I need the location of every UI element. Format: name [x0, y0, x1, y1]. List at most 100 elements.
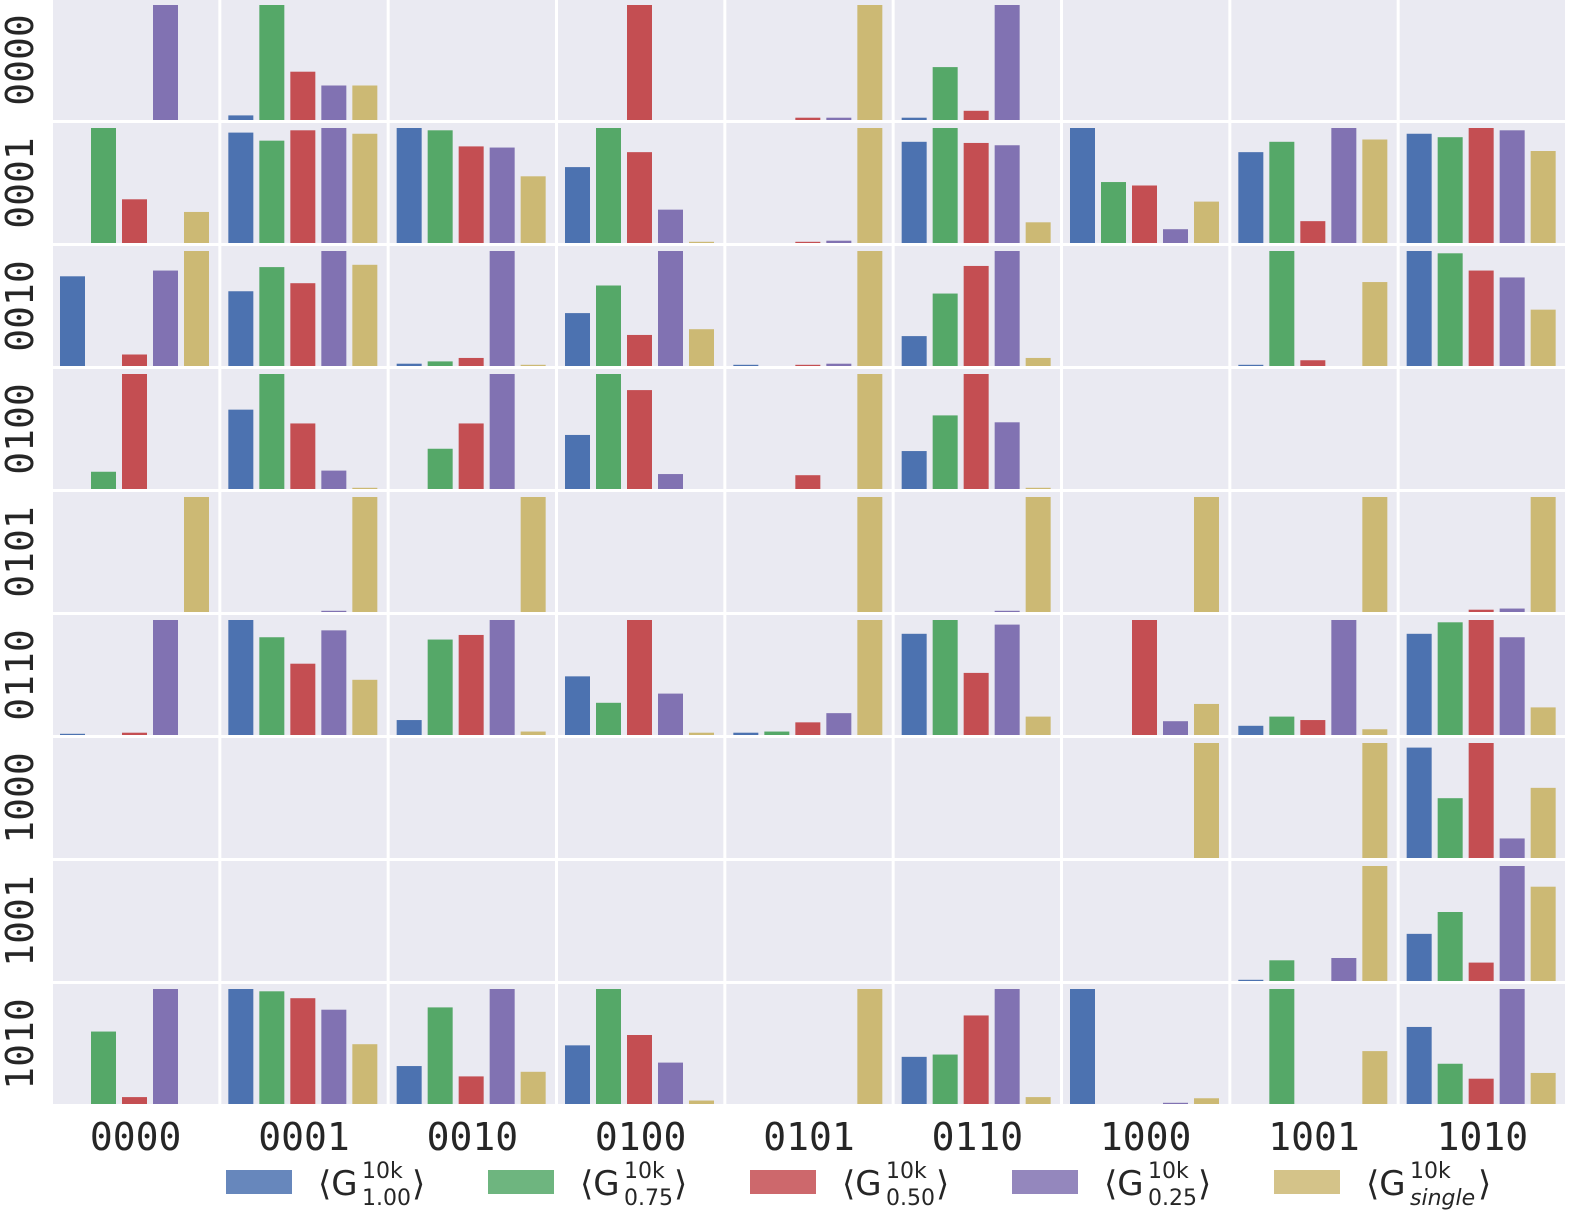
bar-series-0	[60, 276, 85, 366]
legend-label-base: ⟨G	[580, 1164, 620, 1204]
bar-series-3	[994, 989, 1020, 1104]
bar-series-0	[1406, 1026, 1432, 1104]
bar-series-2	[1468, 270, 1494, 366]
column-label: 0010	[427, 1115, 519, 1159]
legend-label-superscript: 10k	[886, 1159, 927, 1184]
bar-series-1	[259, 267, 285, 366]
panel-background	[53, 861, 219, 981]
bar-series-0	[1238, 152, 1264, 243]
bar-series-1	[1437, 137, 1463, 243]
bar-series-1	[259, 140, 285, 243]
bar-series-4	[1025, 357, 1051, 366]
bar-series-0	[396, 720, 422, 735]
bar-series-2	[795, 722, 821, 735]
panel-1001-0000	[53, 861, 219, 981]
bar-series-0	[1070, 989, 1095, 1104]
bar-series-3	[994, 145, 1020, 243]
bar-series-1	[1269, 141, 1295, 243]
bar-series-0	[565, 434, 590, 489]
bar-series-4	[857, 989, 883, 1104]
bar-series-4	[689, 1100, 714, 1104]
panel-1000-0101	[726, 738, 892, 858]
bar-series-4	[1530, 707, 1556, 735]
bar-series-4	[1530, 497, 1556, 612]
legend-label-base: ⟨G	[842, 1164, 882, 1204]
panel-0000-1000	[1063, 0, 1229, 120]
bar-series-4	[1194, 743, 1219, 858]
bar-series-4	[1025, 497, 1051, 612]
bar-series-0	[228, 989, 254, 1104]
bar-series-4	[1194, 201, 1219, 243]
panel-0110-1001	[1231, 615, 1397, 735]
bar-series-3	[826, 240, 852, 243]
column-label: 1001	[1268, 1115, 1360, 1159]
bar-series-1	[932, 67, 958, 120]
bar-series-3	[321, 128, 347, 243]
row-label: 1000	[0, 752, 42, 844]
bar-series-0	[565, 167, 590, 243]
bar-series-1	[1269, 716, 1295, 735]
panel-1000-0010	[389, 738, 555, 858]
bar-series-0	[1406, 133, 1432, 243]
column-label: 0100	[595, 1115, 687, 1159]
panel-0000-0100	[558, 0, 724, 120]
bar-series-4	[520, 364, 546, 366]
bar-series-3	[994, 251, 1020, 366]
panel-background	[389, 861, 555, 981]
bar-series-4	[352, 679, 378, 735]
bar-series-0	[733, 732, 759, 735]
bar-series-1	[932, 128, 958, 243]
bar-series-4	[1530, 1072, 1556, 1104]
bar-series-2	[458, 357, 484, 366]
panel-0000-1001	[1231, 0, 1397, 120]
bar-series-1	[932, 415, 958, 489]
panel-1001-0101	[726, 861, 892, 981]
bar-series-4	[1025, 1097, 1051, 1104]
bar-series-0	[396, 128, 422, 243]
panel-1010-0000	[53, 984, 219, 1104]
bar-series-2	[1300, 720, 1326, 735]
panel-0001-0101	[726, 123, 892, 243]
panel-0100-1001	[1231, 369, 1397, 489]
legend-label-subscript: 0.50	[886, 1186, 935, 1211]
panel-0000-0000	[53, 0, 219, 120]
panel-0001-0001	[221, 123, 387, 243]
panel-background	[1063, 0, 1229, 120]
legend-label-close: ⟩	[412, 1164, 425, 1204]
row-label: 1001	[0, 875, 42, 967]
bar-series-1	[1101, 182, 1126, 243]
bar-series-4	[1194, 703, 1219, 735]
panel-0110-0110	[894, 615, 1060, 735]
bar-series-4	[1362, 743, 1388, 858]
bar-series-3	[153, 5, 178, 120]
row-label: 0100	[0, 383, 42, 475]
bar-series-2	[1468, 1078, 1494, 1104]
panel-background	[1231, 615, 1397, 735]
panel-1000-0000	[53, 738, 219, 858]
panel-0101-1000	[1063, 492, 1229, 612]
panel-0010-0100	[558, 246, 724, 366]
panel-0001-1010	[1399, 123, 1565, 243]
bar-series-2	[1468, 743, 1494, 858]
panel-background	[894, 861, 1060, 981]
bar-series-1	[427, 448, 453, 489]
bar-series-0	[228, 115, 254, 120]
panel-background	[389, 0, 555, 120]
legend-label-close: ⟩	[1198, 1164, 1211, 1204]
panel-background	[389, 738, 555, 858]
bar-series-1	[427, 361, 453, 366]
bar-series-4	[1025, 716, 1051, 735]
bar-series-2	[627, 5, 652, 120]
bar-series-1	[932, 293, 958, 366]
panel-0100-0110	[894, 369, 1060, 489]
bar-series-3	[994, 610, 1020, 612]
panel-0101-0110	[894, 492, 1060, 612]
bar-series-4	[857, 497, 883, 612]
legend-label-superscript: 10k	[362, 1159, 403, 1184]
bar-series-1	[427, 130, 453, 243]
panel-0010-0110	[894, 246, 1060, 366]
bar-series-0	[901, 1056, 927, 1104]
